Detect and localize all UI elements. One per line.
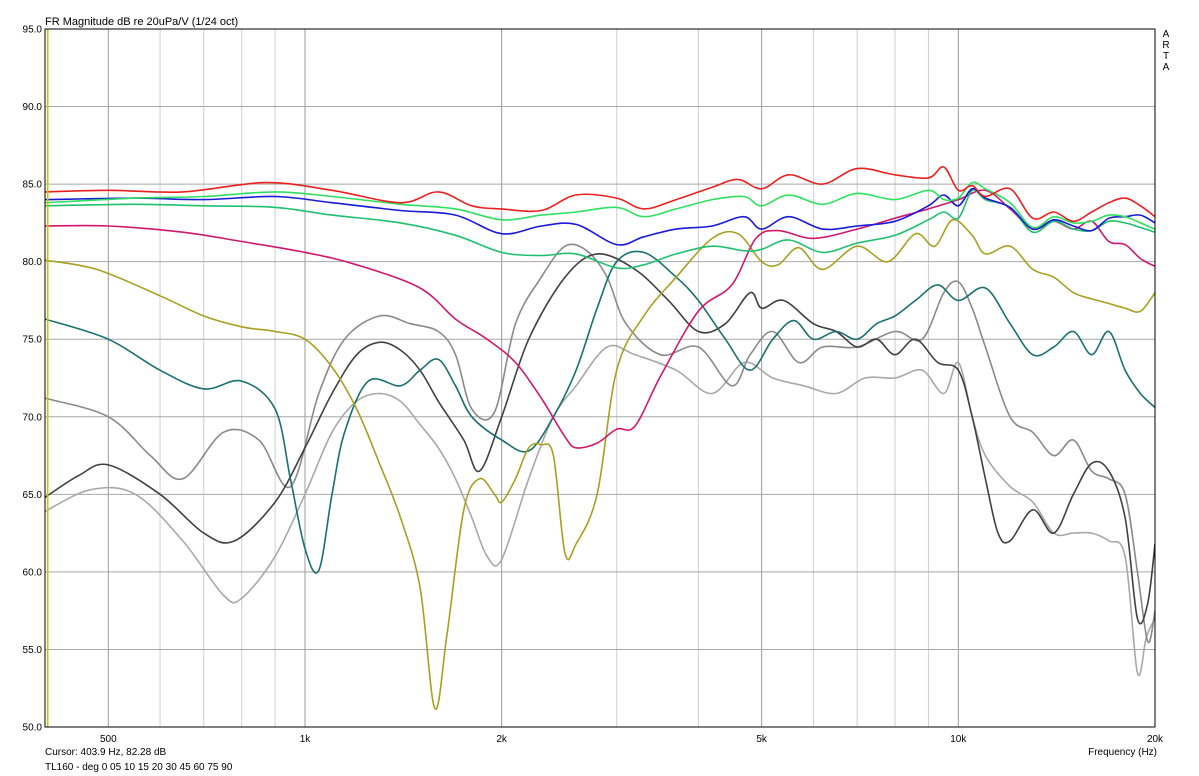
series-line-9 bbox=[45, 344, 1155, 677]
cursor-readout: Cursor: 403.9 Hz, 82.28 dB bbox=[45, 747, 167, 758]
watermark-letter: T bbox=[1162, 51, 1170, 62]
y-tick-label: 75.0 bbox=[23, 335, 43, 346]
x-tick-label: 500 bbox=[100, 734, 117, 745]
x-tick-label: 1k bbox=[300, 734, 312, 745]
watermark-letter: R bbox=[1162, 40, 1170, 51]
x-tick-label: 20k bbox=[1147, 734, 1164, 745]
y-tick-label: 50.0 bbox=[23, 723, 43, 734]
x-tick-label: 5k bbox=[756, 734, 768, 745]
plot-area bbox=[45, 29, 1155, 727]
watermark-letter: A bbox=[1162, 29, 1170, 40]
series-line-8 bbox=[45, 243, 1155, 644]
series-line-6 bbox=[45, 250, 1155, 574]
plot-border bbox=[44, 28, 1156, 728]
series-line-5 bbox=[45, 218, 1155, 710]
series-group bbox=[45, 166, 1155, 710]
series-line-1 bbox=[45, 181, 1155, 230]
y-tick-label: 65.0 bbox=[23, 490, 43, 501]
watermark-letter: A bbox=[1162, 62, 1170, 73]
x-tick-label: 10k bbox=[950, 734, 967, 745]
chart-title: FR Magnitude dB re 20uPa/V (1/24 oct) bbox=[45, 16, 239, 28]
y-tick-label: 60.0 bbox=[23, 567, 43, 578]
y-tick-label: 70.0 bbox=[23, 412, 43, 423]
series-line-0 bbox=[45, 166, 1155, 223]
legend-caption: TL160 - deg 0 05 10 15 20 30 45 60 75 90 bbox=[45, 762, 233, 773]
series-line-3 bbox=[45, 188, 1155, 270]
y-tick-label: 55.0 bbox=[23, 645, 43, 656]
series-line-7 bbox=[45, 253, 1155, 625]
y-tick-label: 95.0 bbox=[23, 25, 43, 36]
y-tick-label: 85.0 bbox=[23, 180, 43, 191]
x-axis-label: Frequency (Hz) bbox=[1088, 747, 1157, 758]
y-tick-label: 90.0 bbox=[23, 102, 43, 113]
series-line-2 bbox=[45, 187, 1155, 246]
x-tick-label: 2k bbox=[496, 734, 508, 745]
y-tick-label: 80.0 bbox=[23, 257, 43, 268]
